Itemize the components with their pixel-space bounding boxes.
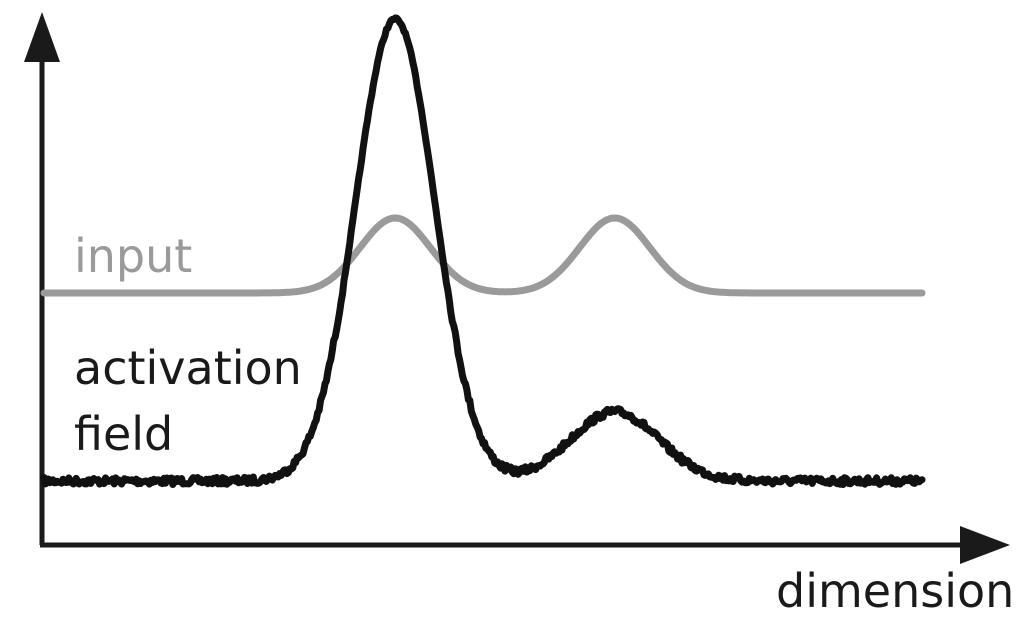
input-label: input [74,229,193,283]
x-axis-label: dimension [776,564,1015,617]
activation-field-label: activation field [74,341,302,461]
activation-field-curve [40,14,926,488]
x-axis-arrow [960,526,1010,564]
input-curve [40,214,926,297]
y-axis-arrow [24,12,60,62]
